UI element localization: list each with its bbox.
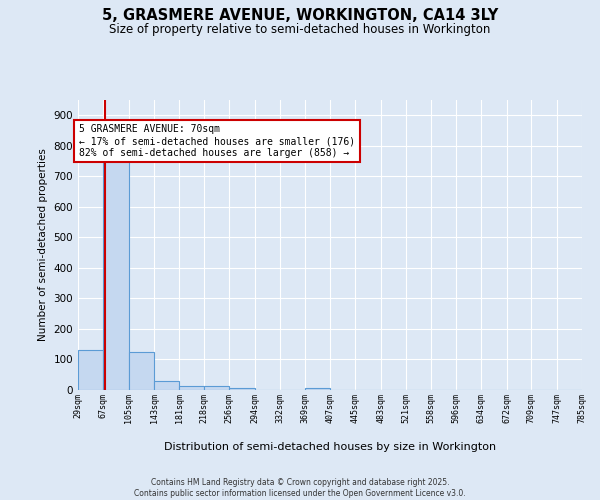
Bar [229, 388, 254, 390]
Bar [78, 350, 103, 390]
Text: Distribution of semi-detached houses by size in Workington: Distribution of semi-detached houses by … [164, 442, 496, 452]
Bar [103, 161, 128, 390]
Bar [204, 386, 229, 390]
Bar [154, 382, 179, 390]
Y-axis label: Number of semi-detached properties: Number of semi-detached properties [38, 148, 48, 342]
Bar [128, 352, 154, 390]
Text: 5 GRASMERE AVENUE: 70sqm
← 17% of semi-detached houses are smaller (176)
82% of : 5 GRASMERE AVENUE: 70sqm ← 17% of semi-d… [79, 124, 355, 158]
Text: Contains HM Land Registry data © Crown copyright and database right 2025.
Contai: Contains HM Land Registry data © Crown c… [134, 478, 466, 498]
Text: 5, GRASMERE AVENUE, WORKINGTON, CA14 3LY: 5, GRASMERE AVENUE, WORKINGTON, CA14 3LY [102, 8, 498, 22]
Text: Size of property relative to semi-detached houses in Workington: Size of property relative to semi-detach… [109, 22, 491, 36]
Bar [179, 386, 204, 390]
Bar [305, 388, 330, 390]
